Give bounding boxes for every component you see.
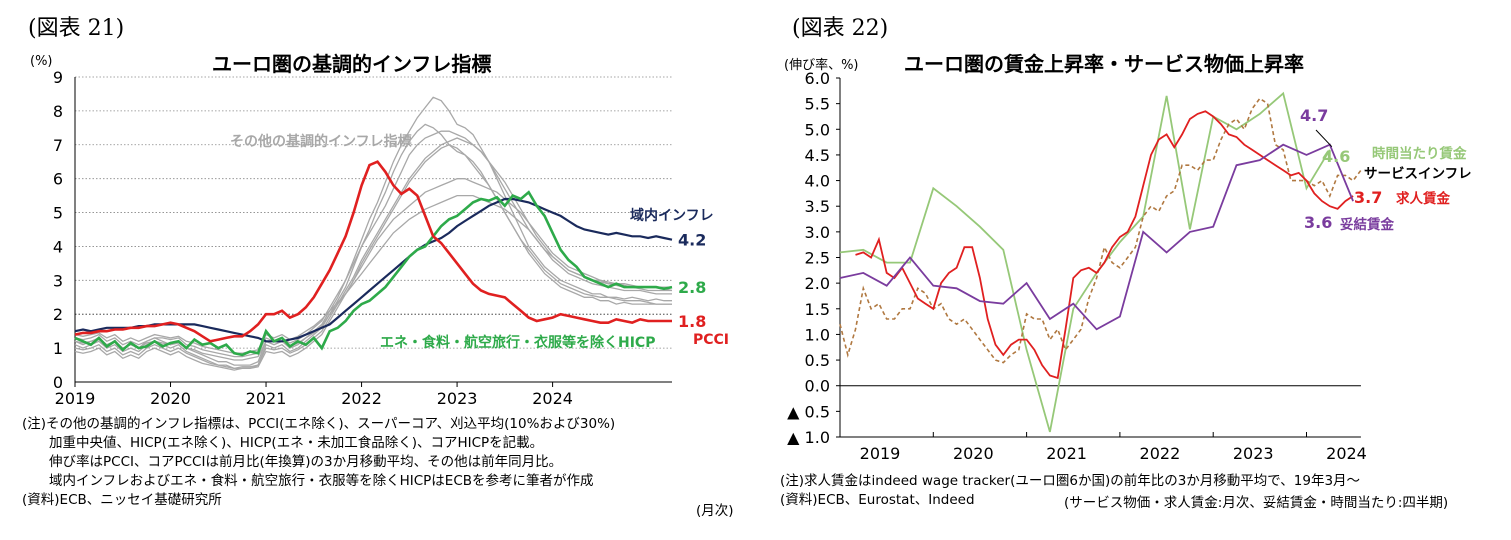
annotation-services: サービスインフレ — [1364, 166, 1472, 182]
y-tick-label: 3 — [53, 271, 63, 290]
y-tick-label: 2 — [53, 305, 63, 324]
annotation-negotiated: 妥結賃金 — [1340, 216, 1394, 233]
notes-21: (注)その他の基調的インフレ指標は、PCCI(エネ除く)、スーパーコア、刈込平均… — [22, 416, 616, 508]
wages-chart-svg: ▲ 1.0 ▲ 0.5 0.0 0.5 1.0 1.5 2.0 2.5 3.0 3.5 4.0 4.5… — [787, 69, 1472, 463]
end-label-pcci: 1.8 — [678, 312, 706, 331]
y-unit-22: (伸び率、%) — [784, 58, 859, 73]
y-tick-label: 7 — [53, 136, 63, 155]
end-label-hicp: 2.8 — [678, 278, 706, 297]
y-tick-label: ▲ 0.5 — [787, 402, 830, 421]
gray-series-line — [74, 137, 673, 370]
gray-series-line — [74, 123, 672, 370]
y-unit-21: (%) — [30, 54, 53, 69]
series-line — [74, 160, 672, 343]
annotation-hicp: エネ・食料・航空旅行・衣服等を除くHICP — [380, 334, 655, 351]
y-tick-label: 5.5 — [805, 95, 830, 114]
y-tick-label: 1.0 — [805, 325, 830, 344]
chart-panel-wages: (図表 22) ユーロ圏の賃金上昇率・サービス物価上昇率 (伸び率、%) ▲ 1… — [770, 0, 1511, 540]
y-tick-label: 6 — [53, 170, 63, 189]
y-tick-label: 0 — [53, 373, 63, 392]
gray-series-line — [74, 178, 672, 361]
frequency-note-22: (サービス物価・求人賃金:月次、妥結賃金・時間当たり:四半期) — [1064, 495, 1449, 511]
annotation-4-7: 4.7 — [1300, 106, 1328, 125]
y-tick-label: 5.0 — [805, 120, 830, 139]
series-line — [74, 190, 673, 357]
annotation-pcci: PCCI — [693, 332, 729, 348]
y-tick-label: 0.5 — [805, 351, 830, 370]
annotation-job-ads: 求人賃金 — [1396, 190, 1450, 207]
chart-title-22: ユーロ圏の賃金上昇率・サービス物価上昇率 — [904, 52, 1304, 76]
x-tick-label: 2022 — [341, 389, 382, 408]
y-tick-label: 1.5 — [805, 300, 830, 319]
y-tick-label: 4.5 — [805, 146, 830, 165]
chart-title-21: ユーロ圏の基調的インフレ指標 — [212, 52, 492, 76]
figure-label-22: (図表 22) — [792, 16, 889, 41]
y-tick-label: 4 — [53, 237, 63, 256]
annotation-domestic: 域内インフレ — [630, 207, 714, 224]
figure-label-21: (図表 21) — [28, 16, 125, 41]
y-tick-label: ▲ 1.0 — [787, 428, 830, 447]
x-tick-label: 2022 — [1140, 444, 1181, 463]
gray-series-line — [74, 194, 672, 354]
end-label-domestic: 4.2 — [678, 231, 706, 250]
x-tick-label: 2024 — [1326, 444, 1367, 463]
notes-22: (注)求人賃金はindeed wage tracker(ユーロ圏6か国)の前年比… — [780, 473, 1361, 508]
x-tick-label: 2019 — [860, 444, 901, 463]
y-tick-label: 9 — [53, 68, 63, 87]
annotation-hourly: 時間当たり賃金 — [1372, 145, 1467, 162]
series-line — [839, 97, 1362, 364]
annotation-gray-series: その他の基調的インフレ指標 — [230, 133, 412, 150]
x-tick-label: 2021 — [246, 389, 287, 408]
leader-line-4-7 — [1315, 129, 1333, 148]
gray-series-line — [74, 130, 672, 358]
inflation-chart-svg: 0 1 2 3 4 5 6 7 8 9 2019 2020 2021 2022 2023 2024 4.2 2.8… — [53, 68, 729, 408]
x-tick-label: 2023 — [1233, 444, 1274, 463]
x-tick-label: 2021 — [1046, 444, 1087, 463]
y-tick-label: 2.0 — [805, 274, 830, 293]
x-tick-label: 2020 — [953, 444, 994, 463]
series-line — [855, 110, 1354, 380]
x-tick-label: 2024 — [532, 389, 573, 408]
series-line — [839, 91, 1331, 433]
end-label-negotiated: 3.6 — [1304, 213, 1332, 232]
y-tick-label: 4.0 — [805, 172, 830, 191]
x-tick-label: 2020 — [150, 389, 191, 408]
x-unit-21: (月次) — [696, 503, 734, 519]
y-tick-label: 3.5 — [805, 197, 830, 216]
x-tick-label: 2019 — [55, 389, 96, 408]
y-tick-label: 3.0 — [805, 223, 830, 242]
y-tick-label: 1 — [53, 339, 63, 358]
y-tick-label: 5 — [53, 204, 63, 223]
series-line — [839, 143, 1354, 331]
gray-series-line — [74, 144, 672, 371]
y-tick-label: 2.5 — [805, 249, 830, 268]
end-label-job-ads: 3.7 — [1354, 188, 1382, 207]
y-tick-label: 6.0 — [805, 69, 830, 88]
y-tick-label: 8 — [53, 102, 63, 121]
x-tick-label: 2023 — [437, 389, 478, 408]
end-label-hourly: 4.6 — [1322, 147, 1350, 166]
chart-panel-inflation: (図表 21) ユーロ圏の基調的インフレ指標 (%) 0 1 2 3 4 5 6 7 8 9 201… — [22, 16, 734, 519]
y-tick-label: 0.0 — [805, 377, 830, 396]
